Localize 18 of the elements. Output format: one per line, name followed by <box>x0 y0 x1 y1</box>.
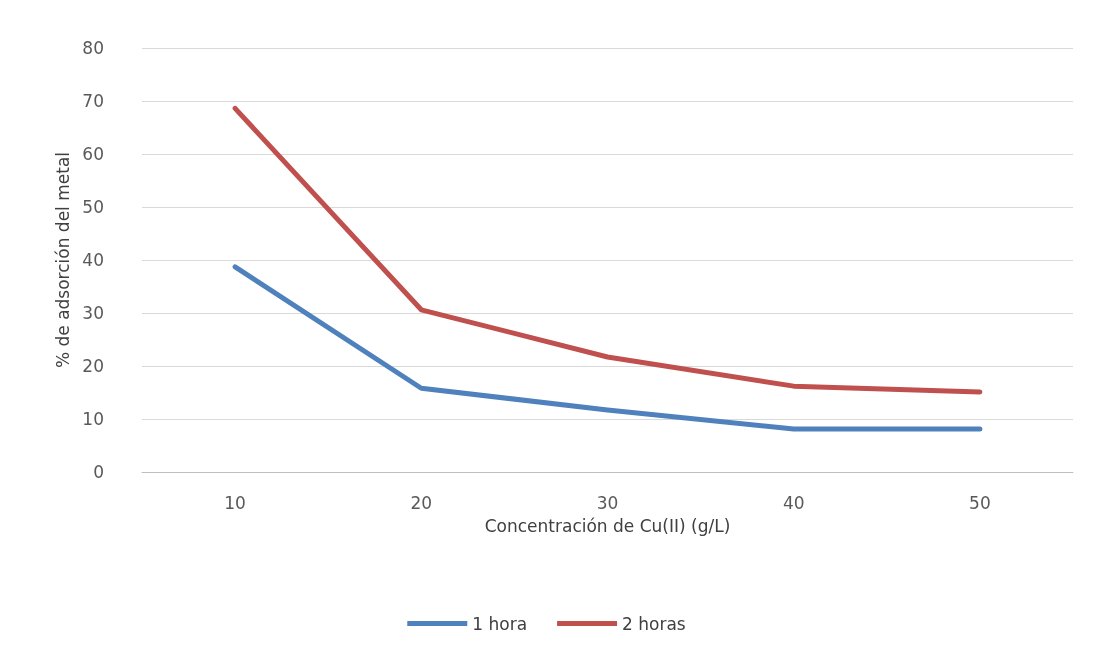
y-tick-label: 30 <box>82 303 104 323</box>
y-tick-label: 60 <box>82 144 104 164</box>
y-tick-label: 70 <box>82 91 104 111</box>
x-tick-label: 10 <box>224 492 246 513</box>
x-tick-label: 40 <box>782 492 805 513</box>
y-tick-label: 80 <box>82 38 104 58</box>
x-axis-title: Concentración de Cu(II) (g/L) <box>484 515 731 536</box>
x-tick-label: 20 <box>410 492 433 513</box>
y-tick-label: 10 <box>82 409 104 429</box>
y-tick-label: 20 <box>82 356 104 376</box>
x-tick-label: 50 <box>969 492 991 513</box>
y-tick-label: 50 <box>82 197 104 217</box>
legend-label: 1 hora <box>472 613 528 634</box>
legend-label: 2 horas <box>622 613 686 634</box>
y-tick-label: 0 <box>93 462 104 482</box>
y-tick-label: 40 <box>82 250 104 270</box>
x-tick-label: 30 <box>596 492 619 513</box>
y-axis-title: % de adsorción del metal <box>52 151 73 369</box>
